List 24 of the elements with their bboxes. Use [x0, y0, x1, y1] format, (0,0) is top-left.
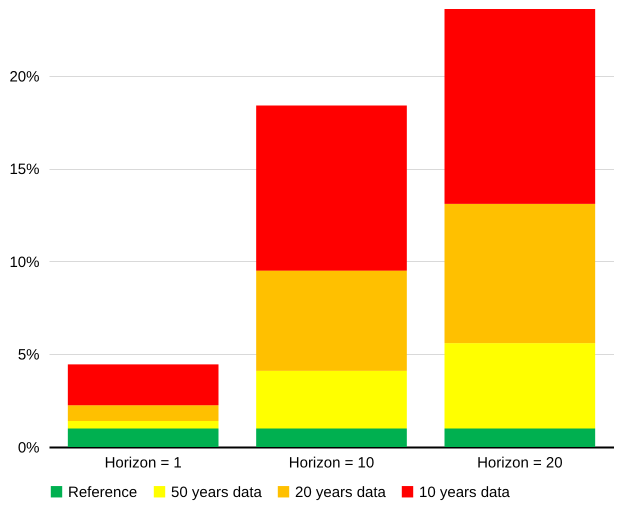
y-tick-label: 15%: [9, 161, 40, 178]
bar: [68, 421, 218, 428]
bar: [444, 204, 596, 344]
legend-label: 50 years data: [171, 484, 263, 501]
bar: [256, 106, 407, 271]
bar: [68, 405, 218, 422]
x-tick-label: Horizon = 20: [477, 454, 563, 472]
bar: [68, 364, 218, 406]
bar: [444, 9, 596, 204]
y-tick-label: 20%: [9, 68, 40, 86]
legend-label: 20 years data: [295, 484, 387, 501]
bar: [444, 428, 596, 447]
y-tick-label: 10%: [9, 254, 40, 271]
x-tick-label: Horizon = 1: [104, 454, 182, 472]
bar: [256, 428, 407, 447]
legend-label: Reference: [68, 484, 138, 501]
bar: [444, 343, 596, 428]
bar: [256, 270, 407, 371]
y-tick-label: 0%: [18, 440, 40, 456]
bar: [256, 370, 407, 428]
bar: [68, 428, 218, 447]
y-tick-label: 5%: [18, 346, 40, 364]
legend-label: 10 years data: [419, 484, 511, 501]
x-tick-label: Horizon = 10: [288, 454, 374, 472]
